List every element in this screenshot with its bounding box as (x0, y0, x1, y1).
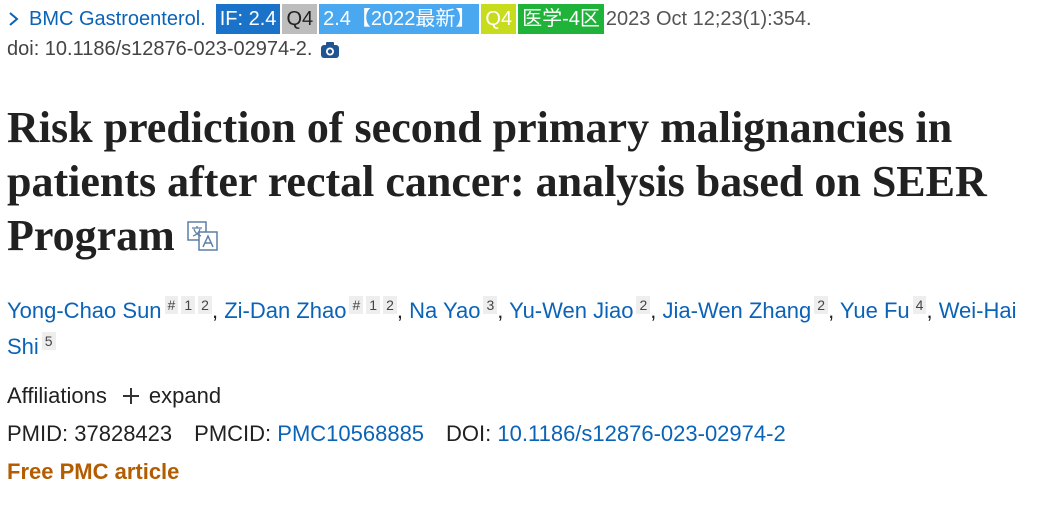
author-separator: , (211, 298, 219, 323)
citation-doi: doi: 10.1186/s12876-023-02974-2. (7, 38, 313, 60)
author-affiliation-mark[interactable]: 4 (912, 296, 927, 314)
author-affiliation-mark[interactable]: 2 (198, 296, 212, 314)
identifier-value: 37828423 (74, 421, 173, 446)
identifier-label: PMID: (7, 421, 69, 446)
author-name[interactable]: Yue Fu (839, 298, 910, 323)
identifier: DOI: 10.1186/s12876-023-02974-2 (446, 421, 786, 447)
author-name[interactable]: Yong-Chao Sun (7, 298, 162, 323)
article-header: BMC Gastroenterol. IF: 2.4 Q4 2.4【2022最新】 Q… (7, 4, 1052, 484)
author-name[interactable]: Jia-Wen Zhang (662, 298, 812, 323)
title: Risk prediction of second primary malign… (7, 101, 1052, 263)
affiliations-label: Affiliations (7, 383, 107, 408)
author-separator: , (396, 298, 403, 323)
author-separator: , (650, 298, 657, 323)
badge: 2.4【2022最新】 (319, 4, 480, 34)
camera-icon[interactable] (320, 41, 340, 59)
plus-icon[interactable] (121, 386, 141, 406)
identifier: PMCID: PMC10568885 (194, 421, 424, 447)
author-affiliation-mark[interactable]: # (164, 296, 179, 314)
affiliations: Affiliations expand (7, 383, 1052, 409)
author-name[interactable]: Yu-Wen Jiao (509, 298, 634, 323)
badge: 医学-4区 (518, 4, 604, 34)
author-affiliation-mark[interactable]: 2 (814, 296, 829, 314)
identifier-label: DOI: (446, 421, 492, 446)
identifier-value[interactable]: 10.1186/s12876-023-02974-2 (497, 421, 786, 446)
author-name[interactable]: Na Yao (409, 298, 481, 323)
identifier-value[interactable]: PMC10568885 (277, 421, 425, 446)
identifiers: PMID: 37828423 PMCID: PMC10568885 DOI: 10.… (7, 421, 1052, 447)
author-affiliation-mark[interactable]: 3 (483, 296, 498, 314)
author-separator: , (926, 298, 933, 323)
journal-link[interactable]: BMC Gastroenterol. (29, 8, 206, 30)
expand-button[interactable]: expand (148, 383, 222, 408)
author-affiliation-mark[interactable]: 1 (181, 296, 196, 314)
author-name[interactable]: Wei-Hai Shi (7, 298, 1017, 359)
author-affiliation-mark[interactable]: 2 (636, 296, 651, 314)
author-affiliation-mark[interactable]: 2 (383, 296, 397, 314)
author-separator: , (497, 298, 504, 323)
author-affiliation-mark[interactable]: 1 (366, 296, 381, 314)
citation-date: 2023 Oct 12;23(1):354. (605, 8, 812, 30)
author-affiliation-mark[interactable]: 5 (41, 332, 56, 350)
free-article-label[interactable]: Free PMC article (7, 459, 180, 484)
identifier-label: PMCID: (194, 421, 272, 446)
citation-line: BMC Gastroenterol. IF: 2.4 Q4 2.4【2022最新】 Q… (7, 4, 1052, 34)
badge: Q4 (481, 4, 517, 34)
doi-line: doi: 10.1186/s12876-023-02974-2. (7, 38, 1052, 61)
identifier: PMID: 37828423 (7, 421, 172, 447)
authors: Yong-Chao Sun #1 2, Zi-Dan Zhao #1 2, Na Yao… (7, 293, 1052, 365)
chevron-icon (9, 12, 19, 26)
author-affiliation-mark[interactable]: # (349, 296, 364, 314)
translate-icon[interactable] (186, 220, 220, 252)
title-text: Risk prediction of second primary malign… (7, 103, 987, 260)
badge: Q4 (282, 4, 318, 34)
author-name[interactable]: Zi-Dan Zhao (224, 298, 347, 323)
badge: IF: 2.4 (215, 4, 281, 34)
author-separator: , (828, 298, 835, 323)
